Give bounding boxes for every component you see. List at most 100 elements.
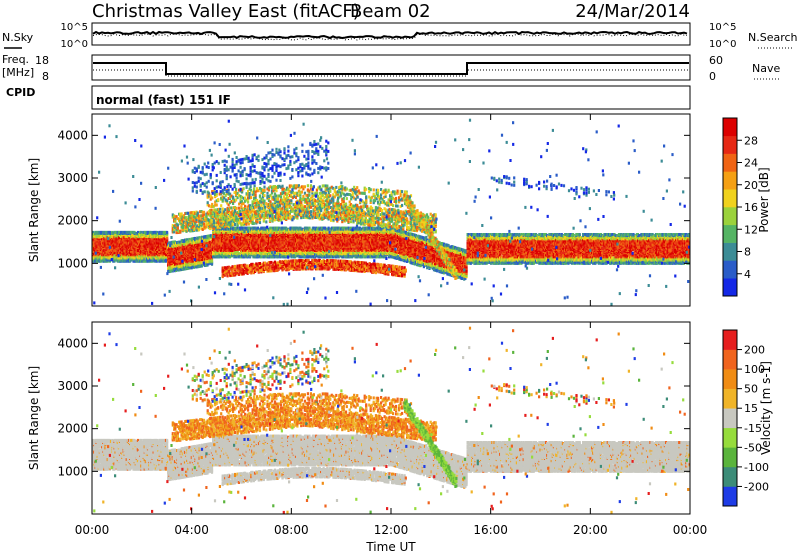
power-cell xyxy=(131,235,134,239)
power-cell xyxy=(115,236,118,240)
freq-line xyxy=(93,62,689,75)
power-cell xyxy=(194,252,197,256)
power-cell xyxy=(195,262,198,266)
power-cell xyxy=(178,253,181,257)
power-cell xyxy=(194,255,197,258)
power-cell xyxy=(153,235,156,239)
power-cell xyxy=(194,260,197,264)
power-cell xyxy=(162,242,165,246)
power-cell xyxy=(186,240,189,244)
power-cell xyxy=(183,252,187,256)
power-cell xyxy=(109,251,113,255)
power-cell xyxy=(178,257,181,261)
power-cell xyxy=(103,236,106,240)
power-cell xyxy=(104,234,107,238)
power-cell xyxy=(169,269,172,273)
power-cell xyxy=(125,250,128,254)
power-cell xyxy=(112,239,115,243)
power-cell xyxy=(194,243,197,247)
power-cell xyxy=(107,230,110,234)
power-cell xyxy=(172,264,175,267)
power-cell xyxy=(115,250,118,254)
power-cell xyxy=(157,233,160,236)
power-cell xyxy=(140,256,143,260)
freq-label: Freq. xyxy=(2,53,29,66)
power-cell xyxy=(188,237,191,241)
power-cell xyxy=(149,235,152,239)
power-cell xyxy=(94,241,97,245)
power-cell xyxy=(104,230,107,234)
power-cell xyxy=(157,239,160,243)
power-cell xyxy=(183,249,187,253)
power-cell xyxy=(116,230,119,234)
power-cell xyxy=(144,246,147,250)
power-cell xyxy=(166,230,169,234)
power-cell xyxy=(162,230,165,234)
power-cell xyxy=(149,245,152,249)
power-cell xyxy=(140,245,143,249)
power-cell xyxy=(153,230,156,234)
power-cell xyxy=(153,248,156,251)
power-cell xyxy=(181,267,184,271)
power-cell xyxy=(172,253,175,257)
nsearch-label: N.Search xyxy=(748,31,798,44)
nsearch-tick-bottom: 10^0 xyxy=(709,39,736,50)
power-cell xyxy=(102,246,105,250)
power-cell xyxy=(157,258,160,262)
power-cell xyxy=(183,262,187,266)
power-cell xyxy=(157,255,160,259)
power-cell xyxy=(186,266,189,269)
power-cell xyxy=(99,240,102,244)
beam-label: Beam 02 xyxy=(350,1,431,22)
power-cell xyxy=(190,251,193,255)
power-cell xyxy=(121,230,124,234)
power-cell xyxy=(94,256,97,260)
power-cell xyxy=(131,230,134,234)
power-cell xyxy=(153,237,156,241)
nsky-label: N.Sky xyxy=(2,31,34,44)
power-cell xyxy=(189,243,192,246)
power-cell xyxy=(136,237,139,241)
power-cell xyxy=(162,257,165,261)
power-cell xyxy=(149,230,152,234)
power-cell xyxy=(141,256,144,260)
power-cell xyxy=(125,259,128,263)
power-cell xyxy=(149,239,152,243)
power-cell xyxy=(158,235,161,239)
power-cell xyxy=(183,242,187,246)
station-title: Christmas Valley East (fitACF) xyxy=(92,1,360,22)
power-cell xyxy=(189,252,192,256)
power-cell xyxy=(125,244,128,248)
power-cell xyxy=(178,267,181,271)
power-cell xyxy=(136,239,139,243)
power-cell xyxy=(195,265,198,269)
power-cell xyxy=(177,244,180,247)
freq-unit: [MHz] xyxy=(2,66,34,79)
power-cell xyxy=(186,258,189,262)
power-cell xyxy=(104,257,107,261)
nave-tick-bottom: 0 xyxy=(709,70,716,83)
power-cell xyxy=(112,246,115,250)
power-cell xyxy=(98,252,101,256)
power-cell xyxy=(177,266,180,270)
power-cell xyxy=(116,241,119,245)
power-cell xyxy=(98,230,101,234)
power-cell xyxy=(141,254,144,258)
nsky-panel: N.Sky 10^5 10^0 10^5 10^0 N.Search xyxy=(2,22,798,50)
power-cell xyxy=(115,234,118,238)
power-cell xyxy=(181,239,184,242)
power-cell xyxy=(140,240,143,244)
power-cell xyxy=(141,242,144,246)
power-cell xyxy=(99,259,102,263)
power-cell xyxy=(94,230,97,234)
power-cell xyxy=(103,257,106,261)
power-cell xyxy=(194,264,197,268)
power-cell xyxy=(116,258,119,262)
power-cell xyxy=(177,240,180,244)
power-cell xyxy=(94,250,97,254)
power-cell xyxy=(149,233,152,236)
power-cell xyxy=(135,240,138,244)
power-cell xyxy=(178,259,181,263)
power-cell xyxy=(144,241,147,245)
power-cell xyxy=(109,234,113,238)
